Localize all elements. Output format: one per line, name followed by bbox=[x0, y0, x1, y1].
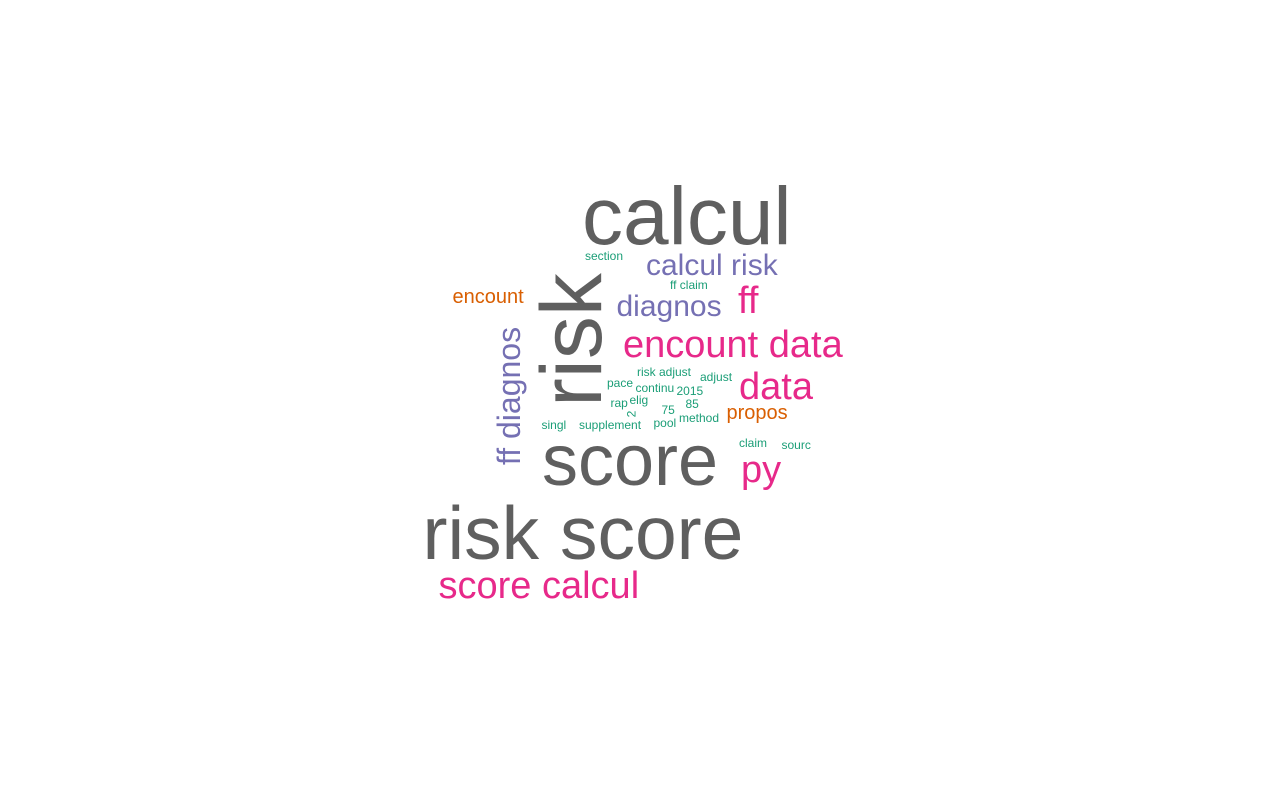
word-score: score bbox=[542, 421, 719, 501]
word-rap: rap bbox=[610, 396, 628, 410]
word-propos: propos bbox=[726, 402, 788, 424]
word-risk-adjust: risk adjust bbox=[637, 365, 692, 379]
word-calcul: calcul bbox=[582, 171, 792, 262]
word-diagnos: diagnos bbox=[616, 290, 722, 323]
word-85: 85 bbox=[685, 397, 699, 411]
word-2015: 2015 bbox=[676, 384, 704, 398]
word-pool: pool bbox=[653, 416, 677, 430]
word-encount: encount bbox=[452, 286, 524, 308]
word-section: section bbox=[585, 249, 624, 263]
word-encount-data: encount data bbox=[623, 324, 843, 366]
word-adjust: adjust bbox=[700, 370, 733, 384]
word-supplement: supplement bbox=[579, 418, 642, 432]
word-data: data bbox=[739, 366, 813, 408]
word-continu: continu bbox=[635, 381, 675, 395]
word-claim: claim bbox=[739, 436, 768, 450]
word-75: 75 bbox=[661, 403, 675, 417]
word-risk: risk bbox=[523, 273, 620, 407]
word-pace: pace bbox=[607, 376, 634, 390]
word-ff-claim: ff claim bbox=[670, 278, 708, 292]
word-ff-diagnos: ff diagnos bbox=[491, 326, 528, 466]
word-ff: ff bbox=[738, 280, 759, 322]
word-risk-score: risk score bbox=[422, 490, 744, 575]
word-elig: elig bbox=[629, 393, 649, 407]
word-score-calcul: score calcul bbox=[438, 565, 640, 607]
word-method: method bbox=[679, 411, 720, 425]
word-2: 2 bbox=[623, 410, 638, 418]
word-py: py bbox=[741, 449, 782, 491]
word-calcul-risk: calcul risk bbox=[646, 249, 778, 282]
word-singl: singl bbox=[541, 418, 567, 432]
word-sourc: sourc bbox=[781, 438, 811, 452]
